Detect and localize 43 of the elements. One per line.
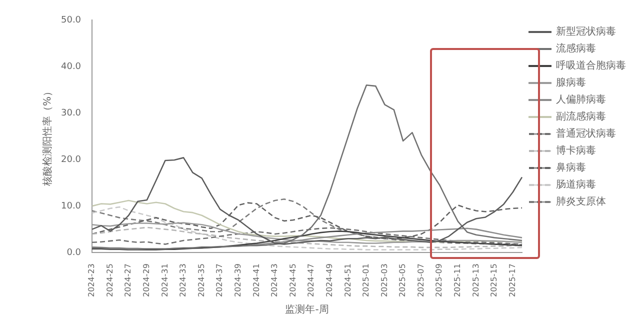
legend-label: 副流感病毒: [556, 110, 606, 123]
x-tick-label: 2025-01: [362, 264, 371, 298]
x-tick-label: 2024-25: [105, 264, 114, 298]
x-tick-label: 2024-27: [124, 264, 133, 298]
legend-label: 呼吸道合胞病毒: [556, 60, 626, 72]
y-tick-label: 0.0: [66, 248, 82, 258]
x-tick-label: 2025-03: [380, 264, 389, 298]
x-tick-label: 2025-15: [490, 264, 499, 298]
x-tick-label: 2025-05: [398, 264, 408, 298]
y-tick-label: 40.0: [60, 62, 82, 72]
x-tick-label: 2024-41: [252, 264, 261, 298]
x-tick-label: 2024-39: [233, 264, 242, 298]
x-tick-label: 2025-09: [434, 264, 444, 298]
x-tick-label: 2024-47: [306, 264, 316, 298]
legend-label: 新型冠状病毒: [556, 26, 616, 38]
legend-label: 肠道病毒: [556, 178, 596, 191]
y-tick-label: 50.0: [60, 15, 82, 26]
legend-label: 普通冠状病毒: [556, 128, 616, 140]
x-tick-label: 2024-43: [270, 264, 280, 298]
y-tick-label: 20.0: [60, 154, 82, 165]
x-axis-title: 监测年-周: [285, 304, 329, 316]
x-tick-label: 2024-33: [178, 264, 188, 298]
x-tick-label: 2024-45: [288, 264, 298, 298]
y-tick-label: 10.0: [60, 201, 82, 212]
x-tick-label: 2024-51: [343, 264, 352, 298]
legend-label: 鼻病毒: [556, 162, 586, 174]
x-tick-label: 2024-37: [215, 264, 224, 298]
legend-label: 腺病毒: [556, 76, 586, 89]
x-tick-label: 2024-49: [324, 264, 334, 298]
x-tick-label: 2024-29: [142, 264, 152, 298]
x-tick-label: 2025-07: [416, 264, 426, 298]
y-axis-title: 核酸检测阳性率（%）: [42, 86, 54, 188]
x-tick-label: 2025-11: [453, 264, 462, 298]
legend-label: 博卡病毒: [556, 144, 596, 157]
legend-label: 人偏肺病毒: [556, 94, 606, 106]
x-tick-label: 2025-17: [508, 264, 517, 298]
y-tick-label: 30.0: [60, 108, 82, 118]
legend-label: 流感病毒: [556, 42, 596, 55]
x-tick-label: 2024-35: [196, 264, 206, 298]
x-tick-label: 2024-23: [87, 264, 96, 298]
x-tick-label: 2025-13: [471, 264, 480, 298]
legend-label: 肺炎支原体: [556, 196, 606, 208]
x-tick-label: 2024-31: [160, 264, 170, 298]
